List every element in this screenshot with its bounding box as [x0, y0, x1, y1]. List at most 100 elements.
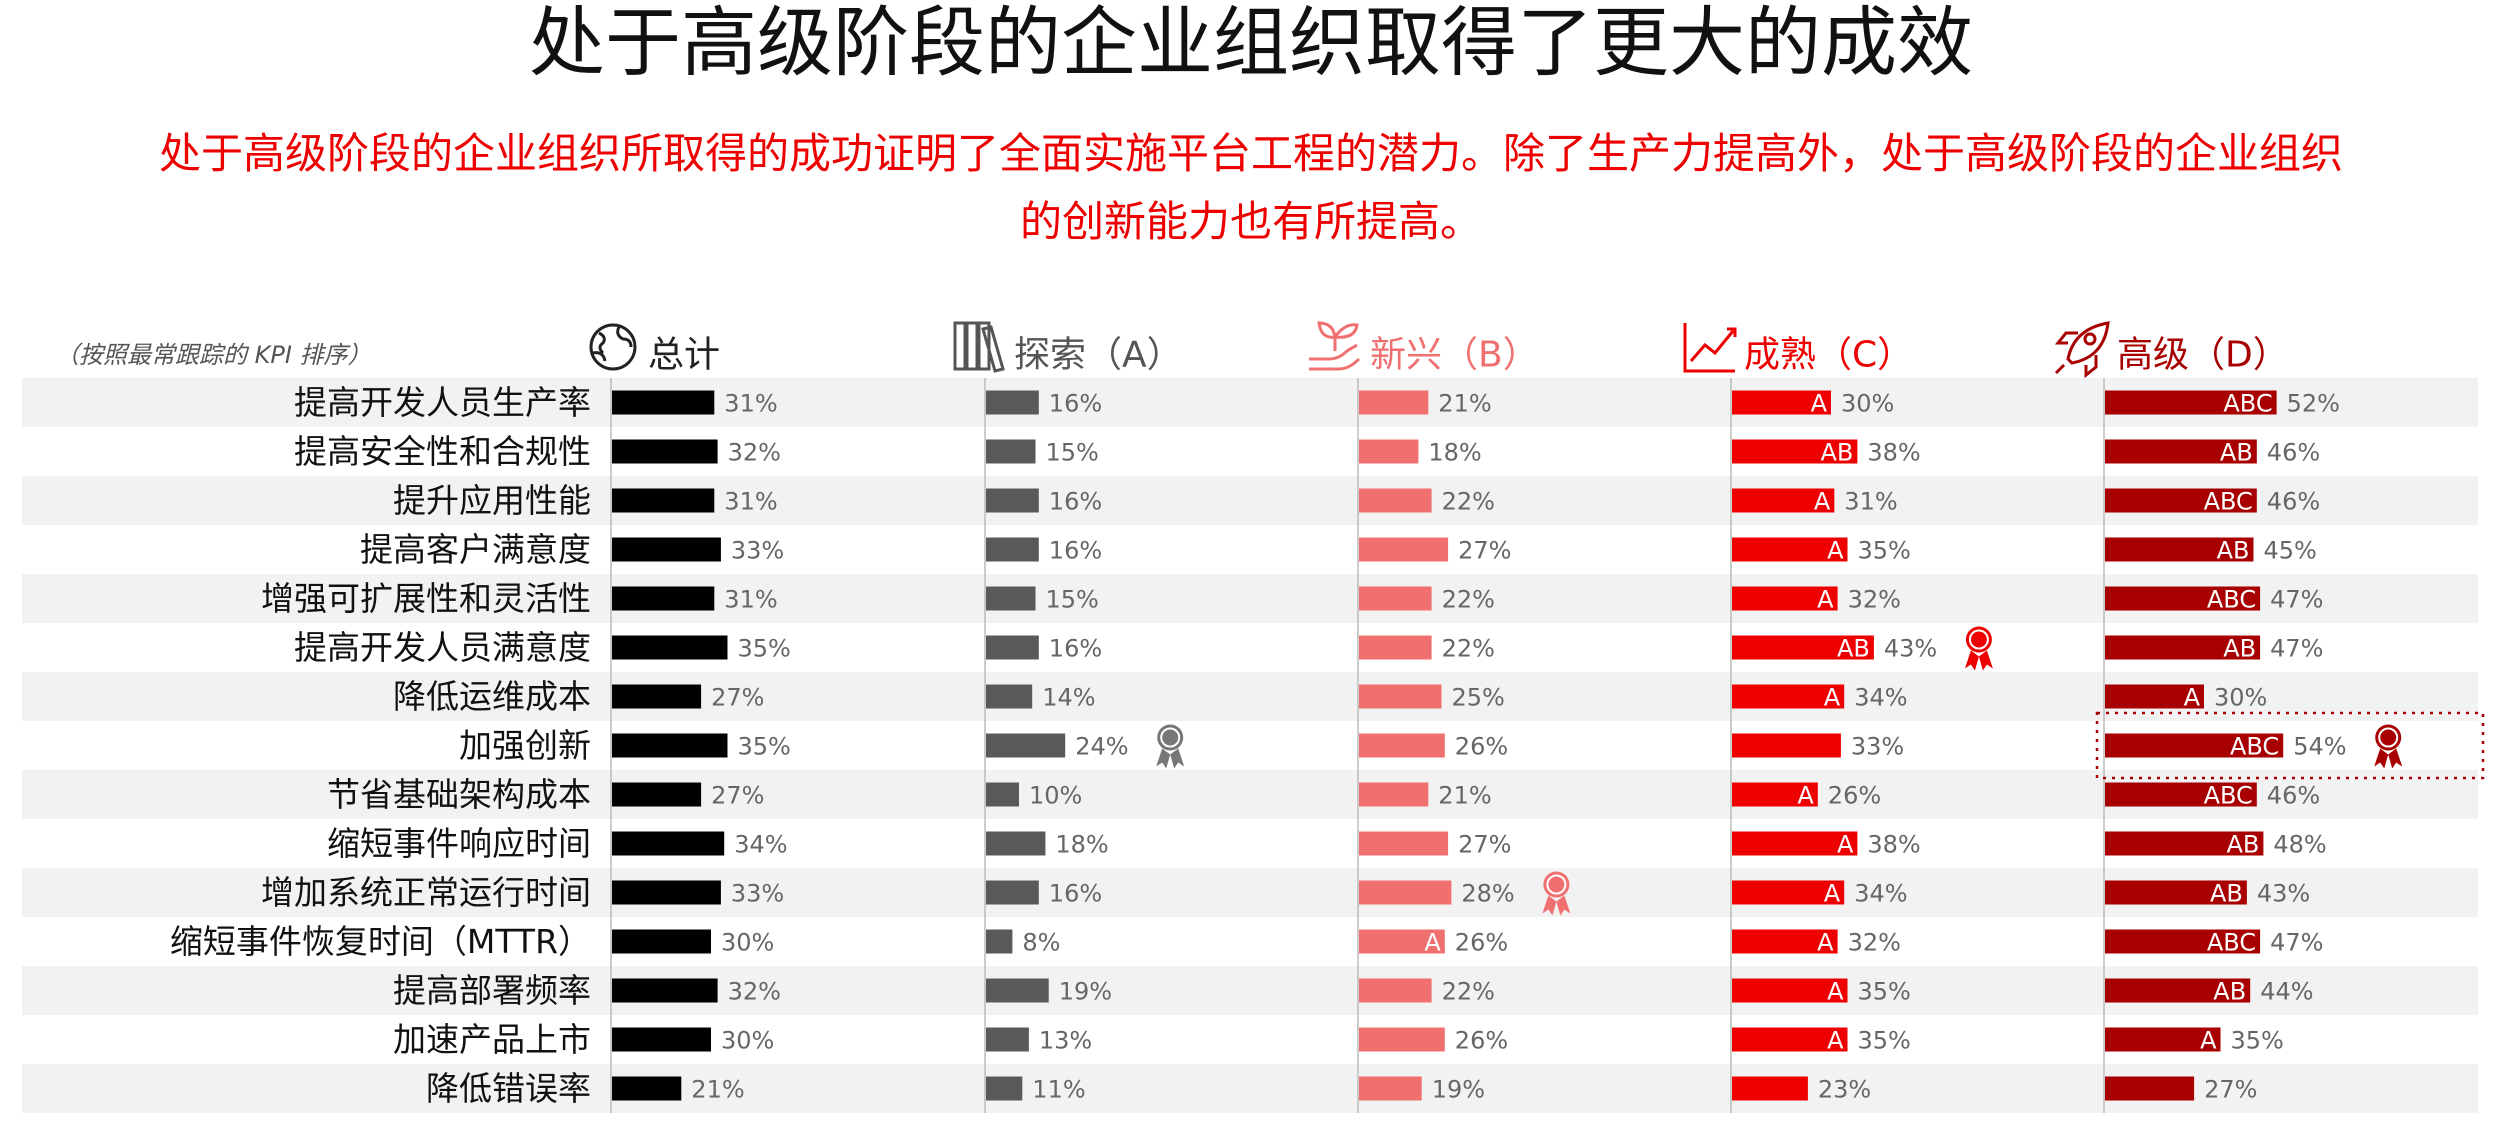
bar	[612, 733, 728, 758]
chart-title: 处于高级阶段的企业组织取得了更大的成效	[529, 0, 1973, 87]
bar-value-label: 46%	[2267, 439, 2320, 467]
bar-value-label: 22%	[1442, 635, 1495, 663]
bar	[612, 1027, 711, 1052]
bar	[1732, 733, 1841, 758]
bar-value-label: 16%	[1049, 537, 1102, 565]
bar-significance-label: A	[1827, 978, 1844, 1006]
row-stripe	[22, 868, 2478, 917]
bar	[1359, 978, 1432, 1003]
category-label: 降低错误率	[426, 1069, 591, 1108]
bar-value-label: 35%	[1858, 537, 1911, 565]
bar-value-label: 21%	[1438, 782, 1491, 810]
category-label: 缩短事件恢复时间（MTTR）	[170, 922, 591, 961]
bar	[1359, 488, 1432, 513]
bar-value-label: 16%	[1049, 390, 1102, 418]
bar-value-label: 35%	[738, 733, 791, 761]
bar	[1732, 586, 1838, 611]
bar-value-label: 27%	[711, 684, 764, 712]
bar-significance-label: ABC	[2230, 733, 2279, 761]
rocket-icon	[2054, 321, 2110, 379]
bar	[612, 831, 725, 856]
bar-value-label: 54%	[2293, 733, 2346, 761]
bar	[986, 1076, 1023, 1101]
bar-significance-label: A	[1817, 929, 1834, 957]
bar-value-label: 47%	[2270, 635, 2323, 663]
bar	[2105, 1076, 2195, 1101]
bar-value-label: 35%	[2231, 1027, 2284, 1055]
sprout-icon	[1309, 321, 1361, 371]
bar-value-label: 22%	[1442, 488, 1495, 516]
bar-significance-label: A	[1827, 1027, 1844, 1055]
bar	[986, 1027, 1029, 1052]
bar-significance-label: AB	[1837, 635, 1870, 663]
bar-significance-label: ABC	[2204, 488, 2253, 516]
bar-value-label: 22%	[1442, 586, 1495, 614]
bar-value-label: 48%	[2273, 831, 2326, 859]
bar	[1359, 1027, 1445, 1052]
bar	[2105, 1027, 2221, 1052]
bar	[2105, 390, 2277, 415]
bar	[612, 390, 715, 415]
bar	[986, 635, 1039, 660]
bar	[1732, 1076, 1808, 1101]
bar-value-label: 26%	[1455, 733, 1508, 761]
bar-value-label: 26%	[1455, 929, 1508, 957]
bar	[2105, 831, 2264, 856]
bar	[1359, 929, 1445, 954]
row-stripe	[22, 966, 2478, 1015]
bar-significance-label: A	[1424, 929, 1441, 957]
bar-value-label: 32%	[728, 978, 781, 1006]
bar-value-label: 15%	[1046, 586, 1099, 614]
bar-value-label: 19%	[1432, 1076, 1485, 1104]
bar	[986, 831, 1046, 856]
category-label: 提高安全性和合规性	[294, 432, 591, 471]
bar	[986, 880, 1039, 905]
bar-value-label: 52%	[2287, 390, 2340, 418]
bar-value-label: 25%	[1452, 684, 1505, 712]
bar	[1732, 635, 1874, 660]
bar	[612, 635, 728, 660]
bar-value-label: 31%	[724, 586, 777, 614]
globe-icon	[589, 323, 637, 371]
award-ribbon-icon	[2374, 724, 2403, 769]
bar	[2105, 488, 2257, 513]
kpi-bar-chart: （按照最常跟踪的 KPI 排序） 总计 探索（A） 新兴（B） 成熟（C） 高级（D） 提高…	[22, 321, 2485, 1113]
bar	[612, 586, 715, 611]
bar	[2105, 978, 2251, 1003]
bar-value-label: 35%	[1858, 1027, 1911, 1055]
bar	[1732, 880, 1845, 905]
bar-value-label: 34%	[734, 831, 787, 859]
bar	[1732, 488, 1835, 513]
award-ribbon-icon	[1964, 626, 1993, 671]
bar-value-label: 21%	[1438, 390, 1491, 418]
bar-value-label: 43%	[2257, 880, 2310, 908]
chart-subtitle: 处于高级阶段的企业组织所取得的成功证明了全面实施平台工程的潜力。除了生产力提高外…	[158, 129, 2343, 246]
bar-significance-label: A	[1814, 488, 1831, 516]
bar-significance-label: A	[1824, 684, 1841, 712]
column-header-3: 成熟（C）	[1744, 335, 1913, 376]
bar	[986, 488, 1039, 513]
bar	[2105, 733, 2284, 758]
bar-value-label: 14%	[1042, 684, 1095, 712]
bar-value-label: 30%	[721, 1027, 774, 1055]
bar-significance-label: ABC	[2207, 929, 2256, 957]
category-label: 提高开发人员生产率	[294, 383, 591, 422]
bar-value-label: 35%	[738, 635, 791, 663]
bar-significance-label: A	[1827, 537, 1844, 565]
bar-value-label: 27%	[711, 782, 764, 810]
bar-significance-label: A	[1837, 831, 1854, 859]
bar	[986, 733, 1066, 758]
bar	[612, 1076, 682, 1101]
bar-value-label: 27%	[1458, 537, 1511, 565]
column-header-1: 探索（A）	[1014, 335, 1183, 376]
bar-value-label: 31%	[724, 488, 777, 516]
bar	[1732, 1027, 1848, 1052]
bar-significance-label: A	[2200, 1027, 2217, 1055]
bar-significance-label: AB	[2223, 635, 2256, 663]
category-label: 节省基础架构成本	[327, 775, 591, 814]
bar	[986, 586, 1036, 611]
bar	[1359, 390, 1429, 415]
bar-value-label: 28%	[1461, 880, 1514, 908]
bar-value-label: 31%	[724, 390, 777, 418]
bar-value-label: 45%	[2264, 537, 2317, 565]
